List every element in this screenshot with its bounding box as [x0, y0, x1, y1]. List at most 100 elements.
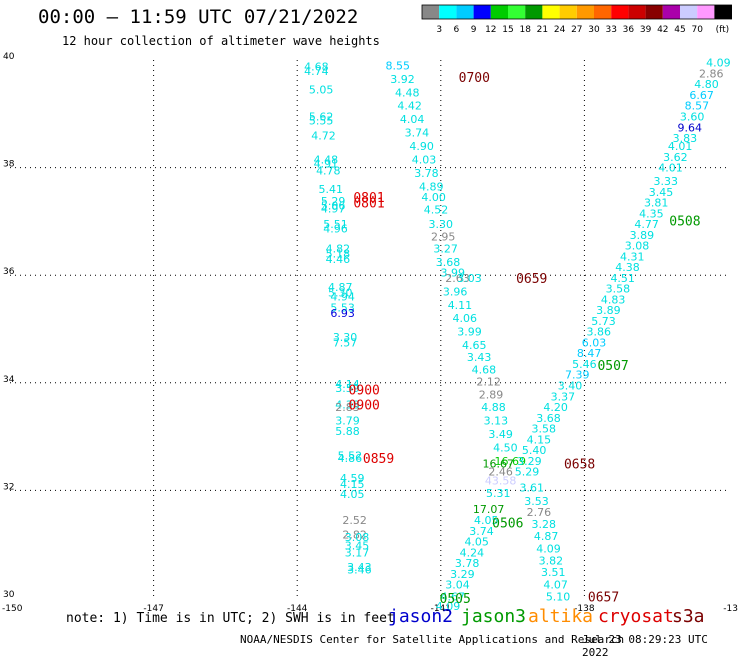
swh-value: 3.37 — [551, 390, 576, 403]
swh-value: 3.89 — [596, 304, 621, 317]
swh-value: 4.87 — [534, 530, 559, 543]
swh-value: 3.78 — [414, 167, 439, 180]
swh-value: 3.68 — [536, 412, 561, 425]
y-tick-label: 32 — [3, 482, 14, 492]
legend-jason3: jason3 — [461, 606, 527, 627]
swh-value: 4.82 — [326, 242, 351, 255]
colorbar-swatch — [456, 5, 474, 19]
colorbar-swatch — [525, 5, 543, 19]
swh-value: 4.86 — [338, 452, 363, 465]
swh-value: 3.03 — [457, 272, 482, 285]
swh-value: 4.80 — [694, 78, 719, 91]
swh-value: 5.29 — [321, 195, 346, 208]
swh-value: 3.79 — [335, 414, 360, 427]
swh-value: 4.31 — [620, 250, 645, 263]
swh-value: 5.29 — [515, 466, 540, 479]
swh-value: 3.43 — [347, 561, 372, 574]
chart-title: 00:00 — 11:59 UTC 07/21/2022 — [38, 6, 359, 28]
swh-value: 2.95 — [431, 230, 456, 243]
swh-value: 4.72 — [311, 129, 336, 142]
y-tick-label: 34 — [3, 375, 15, 385]
colorbar-swatch — [662, 5, 680, 19]
colorbar-label: 3 — [436, 25, 442, 35]
y-tick-label: 36 — [3, 267, 15, 277]
swh-value: 4.24 — [460, 546, 485, 559]
colorbar-label: 6 — [454, 25, 460, 35]
swh-value: 7.39 — [565, 369, 590, 382]
axis-ticks: -150 -147 -144 -141 -138 -13 30 32 34 36 38 40 — [2, 52, 738, 614]
swh-value: 4.65 — [462, 339, 487, 352]
swh-value: 4.91 — [314, 157, 339, 170]
swh-value: 8.47 — [577, 347, 602, 360]
swh-value: 4.97 — [321, 202, 346, 215]
swh-value: 16.69 — [494, 455, 526, 468]
swh-value: 3.08 — [345, 531, 370, 544]
swh-value: 16.67 — [482, 458, 514, 471]
colorbar-label: 27 — [571, 25, 582, 35]
swh-value: 2.86 — [699, 67, 724, 80]
swh-value: 5.10 — [546, 590, 571, 603]
swh-value: 4.74 — [304, 65, 329, 78]
y-tick-label: 30 — [3, 590, 15, 600]
swh-value: 3.99 — [441, 267, 466, 280]
swh-value: 3.45 — [345, 539, 370, 552]
swh-value: 3.82 — [539, 554, 564, 567]
swh-value: 3.04 — [445, 579, 470, 592]
swh-value: 5.05 — [309, 84, 334, 97]
swh-value: 5.62 — [309, 110, 334, 123]
swh-value: 2.89 — [479, 389, 504, 402]
pass-time-label: 0801 — [353, 197, 384, 212]
swh-value: 4.68 — [472, 363, 497, 376]
colorbar-swatch — [576, 5, 594, 19]
colorbar-swatch — [422, 5, 440, 19]
chart-subtitle: 12 hour collection of altimeter wave hei… — [62, 34, 380, 48]
swh-value: 8.57 — [685, 100, 710, 113]
swh-value: 3.99 — [457, 326, 482, 339]
swh-value: 3.62 — [663, 151, 688, 164]
pass-time-label: 0657 — [588, 590, 619, 605]
swh-value: 6.03 — [582, 336, 607, 349]
pass-time-label: 0659 — [516, 272, 547, 287]
x-tick-label: -150 — [2, 604, 23, 614]
swh-value: 2.76 — [527, 506, 552, 519]
colorbar-label: 21 — [537, 25, 548, 35]
swh-value: 2.63 — [445, 272, 470, 285]
pass-time-label: 0801 — [353, 191, 384, 206]
colorbar-label: 12 — [485, 25, 496, 35]
pass-time-label: 0859 — [363, 452, 394, 467]
swh-value: 4.83 — [601, 293, 626, 306]
swh-value: 3.53 — [524, 495, 549, 508]
swh-value: 4.94 — [330, 291, 355, 304]
pass-time-label: 0900 — [349, 383, 380, 398]
swh-value: 4.09 — [706, 57, 731, 70]
swh-value: 4.42 — [397, 100, 422, 113]
colorbar-swatch — [645, 5, 663, 19]
colorbar-swatch — [680, 5, 698, 19]
swh-value: 5.46 — [572, 358, 597, 371]
swh-value: 4.05 — [474, 514, 499, 527]
swh-value: 3.29 — [517, 455, 542, 468]
swh-value: 5.52 — [338, 449, 363, 462]
swh-value: 4.77 — [634, 218, 659, 231]
swh-value: 3.74 — [405, 127, 430, 140]
swh-value: 7.57 — [333, 336, 358, 349]
swh-value: 4.59 — [340, 472, 365, 485]
grid — [10, 60, 728, 598]
footer-timestamp: Jul 23 08:29:23 UTC 2022 — [582, 633, 708, 659]
swh-value: 4.87 — [328, 281, 353, 294]
x-tick-label: -138 — [574, 604, 595, 614]
swh-value: 3.28 — [531, 518, 556, 531]
swh-value: 4.50 — [493, 441, 518, 454]
colorbar: 3 6 9 12 15 18 21 24 27 30 33 36 39 42 45 70 (ft) — [421, 4, 733, 35]
legend-s3a: s3a — [672, 606, 705, 627]
x-tick-label: -13 — [723, 604, 738, 614]
swh-value: 3.33 — [654, 175, 679, 188]
swh-value: 8.55 — [385, 59, 410, 72]
footer-credit: NOAA/NESDIS Center for Satellite Applica… — [240, 633, 625, 646]
swh-value: 3.81 — [644, 197, 669, 210]
swh-value: 4.06 — [452, 312, 477, 325]
swh-value: 4.38 — [615, 261, 640, 274]
y-tick-label: 38 — [3, 160, 15, 170]
swh-value: 3.13 — [484, 414, 509, 427]
